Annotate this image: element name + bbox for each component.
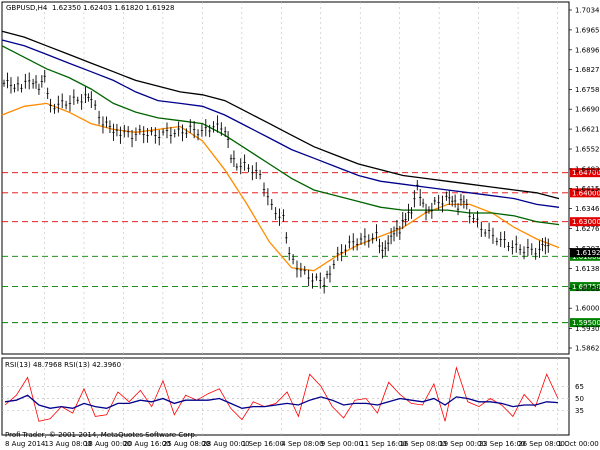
y-tick-label: 1.64150 bbox=[575, 185, 600, 193]
x-tick-label: 1 Sep 16:00 bbox=[242, 440, 284, 448]
x-tick-label: 25 Aug 08:00 bbox=[163, 440, 210, 448]
x-tick-label: 11 Sep 16:00 bbox=[360, 440, 407, 448]
x-tick-label: 1 Oct 00:00 bbox=[558, 440, 599, 448]
y-tick-label: 1.67580 bbox=[575, 86, 600, 94]
x-tick-label: 18 Aug 00:00 bbox=[84, 440, 131, 448]
rsi-panel-frame bbox=[1, 357, 570, 436]
y-tick-label: 1.64830 bbox=[575, 165, 600, 173]
x-tick-label: 8 Aug 2014 bbox=[5, 440, 46, 448]
y-tick-label: 1.60690 bbox=[575, 285, 600, 293]
y-tick-label: 1.59300 bbox=[575, 325, 600, 333]
y-tick-label: 1.66210 bbox=[575, 126, 600, 134]
grid-layer bbox=[44, 2, 558, 435]
levels-layer: 1.647001.640001.630001.618001.607501.595… bbox=[2, 168, 600, 328]
level-support-label: 1.60750 bbox=[572, 283, 600, 291]
level-resistance-tag bbox=[570, 188, 600, 198]
x-tick-label: 13 Aug 08:00 bbox=[44, 440, 91, 448]
x-tick-label: 4 Sep 08:00 bbox=[281, 440, 323, 448]
level-support-label: 1.59500 bbox=[572, 319, 600, 327]
rsi-indicator: 65 50 35 bbox=[2, 366, 584, 422]
price-axis: 1.70340 1.69650 1.68960 1.68270 1.67580 1.669… bbox=[569, 7, 600, 353]
y-tick-label: 1.68960 bbox=[575, 46, 600, 54]
y-tick-label: 1.66900 bbox=[575, 106, 600, 114]
x-tick-label: 28 Aug 00:00 bbox=[202, 440, 249, 448]
x-tick-label: 23 Sep 16:00 bbox=[479, 440, 526, 448]
y-tick-label: 1.69650 bbox=[575, 26, 600, 34]
level-support-tag bbox=[570, 318, 600, 328]
level-resistance-label: 1.64700 bbox=[572, 169, 600, 177]
level-resistance-label: 1.64000 bbox=[572, 189, 600, 197]
copyright-text: Profi-Trader, © 2001-2014, MetaQuotes So… bbox=[5, 431, 197, 439]
y-tick-label: 1.68270 bbox=[575, 66, 600, 74]
rsi-fast-line bbox=[4, 366, 559, 422]
ma-line-ma_blue bbox=[1, 39, 560, 208]
level-support-tag bbox=[570, 282, 600, 292]
rsi-level-label: 35 bbox=[575, 407, 584, 415]
rsi-slow-line bbox=[4, 394, 559, 409]
rsi-level-label: 50 bbox=[575, 395, 584, 403]
rsi-header: RSI(13) 48.7968 RSI(13) 42.3960 bbox=[5, 361, 121, 369]
rsi-level-label: 65 bbox=[575, 383, 584, 391]
current-price-label: 1.61928 bbox=[576, 249, 600, 257]
y-tick-label: 1.62760 bbox=[575, 225, 600, 233]
y-tick-label: 1.63460 bbox=[575, 205, 600, 213]
main-chart-frame bbox=[1, 1, 570, 355]
x-tick-label: 26 Sep 08:00 bbox=[518, 440, 565, 448]
y-tick-label: 1.60000 bbox=[575, 305, 600, 313]
ma-line-ma_mid bbox=[1, 45, 560, 226]
y-tick-label: 1.58620 bbox=[575, 345, 600, 353]
x-tick-label: 9 Sep 00:00 bbox=[321, 440, 363, 448]
y-tick-label: 1.61380 bbox=[575, 265, 600, 273]
current-price-tag: 1.61928 bbox=[570, 248, 600, 258]
ma-line-ma_slow bbox=[1, 30, 560, 200]
x-tick-label: 19 Sep 00:00 bbox=[439, 440, 486, 448]
level-resistance-tag bbox=[570, 217, 600, 227]
level-resistance-tag bbox=[570, 168, 600, 178]
x-tick-label: 16 Sep 08:00 bbox=[400, 440, 447, 448]
symbol-label: GBPUSD,H4 bbox=[6, 4, 48, 12]
ohlc-readout: 1.62350 1.62403 1.61820 1.61928 bbox=[52, 4, 174, 12]
level-resistance-label: 1.63000 bbox=[572, 218, 600, 226]
y-tick-label: 1.65520 bbox=[575, 146, 600, 154]
x-tick-label: 20 Aug 16:00 bbox=[123, 440, 170, 448]
y-tick-label: 1.70340 bbox=[575, 7, 600, 15]
price-bars bbox=[2, 69, 550, 294]
